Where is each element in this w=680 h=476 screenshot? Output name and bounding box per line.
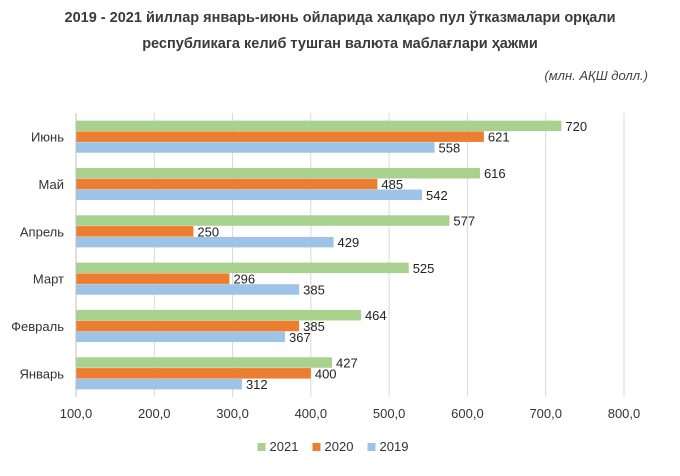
x-tick-label-3: 400,0 [295,406,328,421]
chart-title-line-2: республикага келиб тушган валюта маблағл… [142,36,538,52]
category-label-0: Июнь [31,130,64,145]
bar-2019-5 [76,378,242,390]
data-label-2021-1: 616 [484,166,506,181]
chart-title-line-1: 2019 - 2021 йиллар январь-июнь ойларида … [64,10,616,26]
bar-2019-3 [76,284,300,295]
units-label: (млн. АҚШ долл.) [544,68,648,83]
legend-swatch-2020 [312,443,321,451]
bar-2020-3 [76,273,230,284]
bar-2021-0 [76,120,562,132]
data-label-2021-4: 464 [365,308,387,323]
x-tick-label-6: 700,0 [529,406,562,421]
bar-2021-5 [76,357,332,368]
data-label-2020-3: 296 [233,272,255,287]
data-label-2019-2: 429 [338,235,360,250]
legend-label-2020: 2020 [325,439,354,454]
x-tick-label-4: 500,0 [373,406,406,421]
category-label-3: Март [33,272,64,287]
data-label-2021-3: 525 [413,261,435,276]
data-label-2019-3: 385 [303,282,325,297]
x-tick-label-7: 800,0 [608,406,641,421]
data-label-2020-0: 621 [488,130,510,145]
data-label-2021-2: 577 [453,214,475,229]
bar-2019-4 [76,331,286,343]
legend-swatch-2021 [257,443,266,451]
data-label-2019-4: 367 [289,330,311,345]
x-tick-label-0: 100,0 [60,406,93,421]
bar-2021-3 [76,262,409,274]
bar-2019-0 [76,142,435,153]
bar-2020-2 [76,226,194,237]
x-tick-label-2: 300,0 [216,406,249,421]
legend-label-2019: 2019 [380,439,409,454]
legend-label-2021: 2021 [270,439,299,454]
bar-2019-2 [76,236,334,248]
bar-2021-2 [76,215,450,226]
bar-2020-0 [76,131,484,142]
data-label-2021-0: 720 [565,119,587,134]
bar-2020-5 [76,368,311,379]
category-label-5: Январь [19,366,64,381]
bar-2020-1 [76,178,378,190]
category-label-1: Май [39,177,64,192]
data-label-2019-5: 312 [246,377,268,392]
category-label-2: Апрель [20,224,64,239]
data-label-2019-1: 542 [426,188,448,203]
x-tick-label-1: 200,0 [138,406,171,421]
data-label-2021-5: 427 [336,356,358,371]
bar-2021-4 [76,309,361,321]
legend-swatch-2019 [367,443,376,451]
data-label-2020-5: 400 [315,366,337,381]
bar-2020-4 [76,320,300,332]
bar-2019-1 [76,189,423,201]
data-label-2019-0: 558 [439,140,461,155]
category-label-4: Февраль [11,319,64,334]
data-label-2020-4: 385 [303,319,325,334]
bar-2021-1 [76,167,480,179]
data-label-2020-1: 485 [381,177,403,192]
x-tick-label-5: 600,0 [451,406,484,421]
data-label-2020-2: 250 [197,224,219,239]
